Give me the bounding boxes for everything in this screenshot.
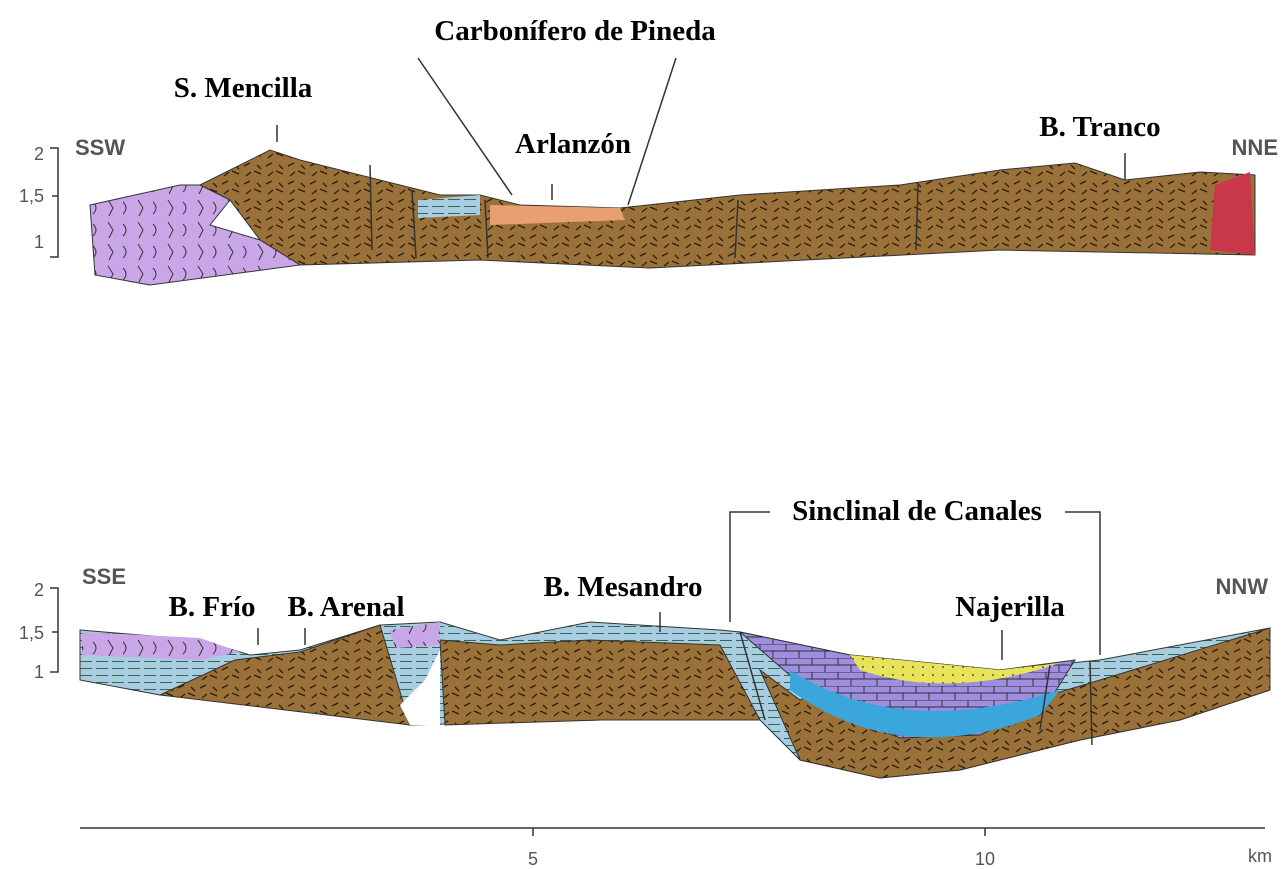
label: B. Arenal xyxy=(287,591,404,623)
label: Sinclinal de Canales xyxy=(792,495,1042,527)
scale-unit: km xyxy=(1248,846,1272,866)
top-section: Carbonífero de Pineda S. Mencilla Arlanz… xyxy=(19,15,1278,285)
label: Carbonífero de Pineda xyxy=(434,15,716,47)
direction: NNW xyxy=(1215,574,1268,599)
scale-label: 10 xyxy=(975,849,995,869)
brown-unit xyxy=(200,150,1255,268)
height-label: 2 xyxy=(34,580,44,600)
label: Arlanzón xyxy=(515,128,631,160)
label: B. Frío xyxy=(169,591,256,623)
height-label: 2 xyxy=(34,144,44,164)
direction: SSE xyxy=(82,564,126,589)
label: S. Mencilla xyxy=(174,72,313,104)
label: B. Tranco xyxy=(1039,111,1160,143)
height-label: 1 xyxy=(34,232,44,252)
bottom-section: SSE NNW B. Frío B. Arenal B. Mesandro Si… xyxy=(19,495,1270,778)
geologic-sections: Carbonífero de Pineda S. Mencilla Arlanz… xyxy=(0,0,1282,869)
scale-label: 5 xyxy=(528,849,538,869)
height-label: 1 xyxy=(34,662,44,682)
scale-line xyxy=(80,828,1265,836)
direction: SSW xyxy=(75,135,125,160)
height-label: 1,5 xyxy=(19,186,44,206)
scale-bracket xyxy=(50,148,58,257)
label: Najerilla xyxy=(955,591,1065,623)
label: B. Mesandro xyxy=(544,571,703,603)
distance-scale: 5 10 km xyxy=(80,828,1272,869)
scale-bracket xyxy=(50,588,58,672)
height-label: 1,5 xyxy=(19,623,44,643)
direction: NNE xyxy=(1232,135,1278,160)
red-unit xyxy=(1210,172,1255,255)
brown-unit xyxy=(160,625,1270,778)
